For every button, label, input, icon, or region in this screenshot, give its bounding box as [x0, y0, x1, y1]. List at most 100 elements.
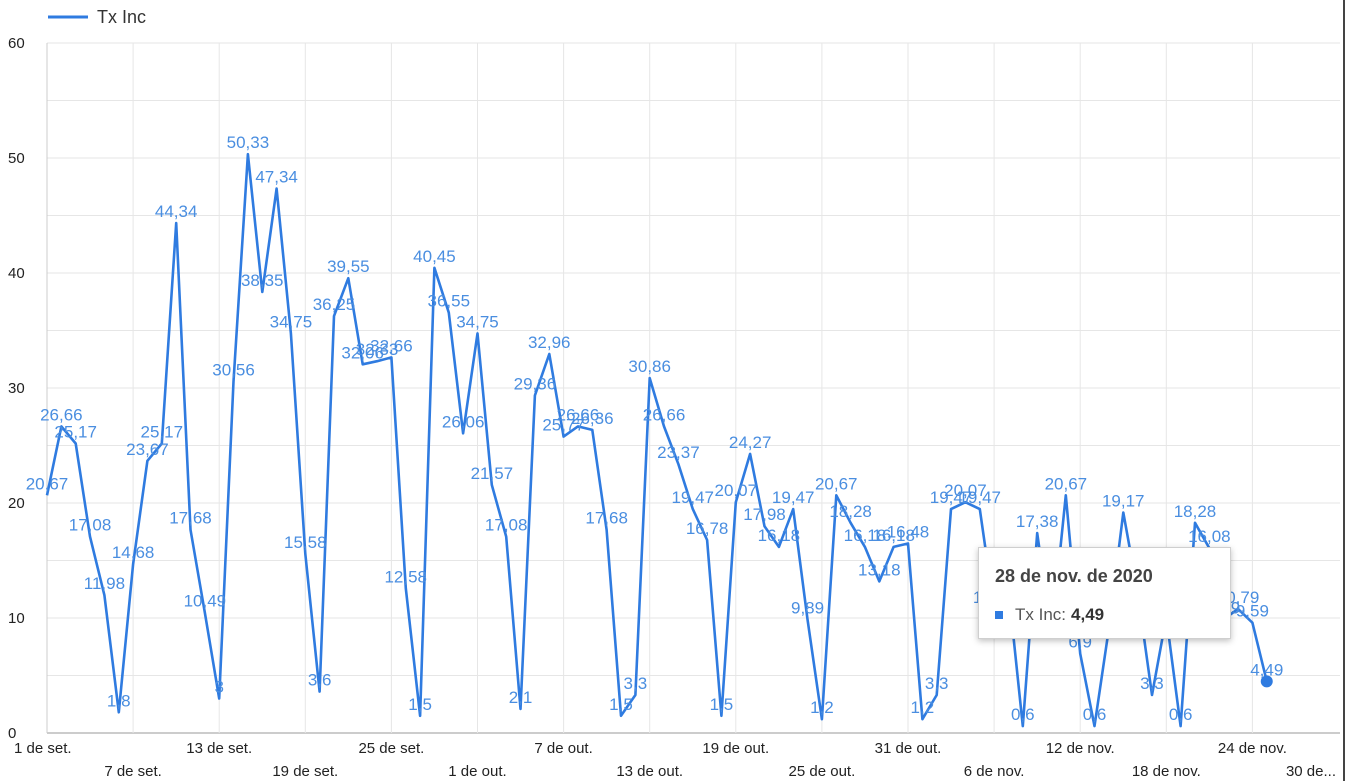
- data-label: 16,18: [844, 526, 887, 545]
- data-label: 12,58: [384, 567, 427, 586]
- x-tick-label: 12 de nov.: [1046, 740, 1115, 757]
- data-label: 36,25: [313, 295, 356, 314]
- tooltip-title: 28 de nov. de 2020: [995, 566, 1153, 586]
- data-label: 25,17: [54, 423, 97, 442]
- tooltip-swatch: [995, 611, 1003, 619]
- data-label: 36,55: [428, 292, 471, 311]
- scrollbar-edge[interactable]: [1343, 0, 1345, 781]
- data-label: 17,08: [69, 516, 112, 535]
- data-label: 30,56: [212, 361, 255, 380]
- x-tick-label: 13 de set.: [186, 740, 252, 757]
- data-label: 32,66: [370, 336, 413, 355]
- data-label: 23,37: [657, 443, 700, 462]
- x-tick-label: 25 de set.: [358, 740, 424, 757]
- y-tick-label: 0: [8, 725, 16, 742]
- grid: [46, 42, 1340, 734]
- x-tick-label: 1 de out.: [448, 763, 506, 780]
- data-label: 16,78: [686, 519, 729, 538]
- data-label: 1,2: [810, 698, 834, 717]
- data-label: 3,3: [624, 674, 648, 693]
- x-tick-label: 25 de out.: [789, 763, 856, 780]
- data-label: 17,38: [1016, 512, 1059, 531]
- y-tick-label: 20: [8, 495, 25, 512]
- tooltip-series-label: Tx Inc:: [1015, 605, 1067, 624]
- data-label: 13,18: [858, 560, 901, 579]
- x-tick-label: 24 de nov.: [1218, 740, 1287, 757]
- data-label: 9,89: [791, 598, 824, 617]
- series-tx-inc[interactable]: [45, 152, 1273, 728]
- x-tick-label: 30 de...: [1286, 763, 1336, 780]
- data-label: 20,07: [715, 481, 758, 500]
- y-tick-label: 30: [8, 380, 25, 397]
- data-label: 17,08: [485, 516, 528, 535]
- data-label: 16,08: [1188, 527, 1231, 546]
- data-label: 38,35: [241, 271, 284, 290]
- x-tick-label: 19 de set.: [272, 763, 338, 780]
- y-tick-label: 50: [8, 150, 25, 167]
- data-label: 14,68: [112, 543, 155, 562]
- data-label: 17,68: [585, 509, 628, 528]
- data-label: 25,77: [542, 416, 585, 435]
- data-label: 21,57: [471, 464, 514, 483]
- data-label: 0,6: [1011, 705, 1035, 724]
- data-label: 1,2: [911, 698, 935, 717]
- data-label: 20,07: [944, 481, 987, 500]
- data-label: 1,5: [408, 695, 432, 714]
- x-tick-label: 31 de out.: [875, 740, 942, 757]
- data-label: 29,36: [514, 374, 557, 393]
- tooltip: 28 de nov. de 2020 Tx Inc: 4,49: [978, 547, 1231, 639]
- x-tick-label: 19 de out.: [702, 740, 769, 757]
- x-tick-label: 1 de set.: [14, 740, 72, 757]
- data-label: 34,75: [270, 312, 313, 331]
- data-label: 3,3: [1140, 674, 1164, 693]
- x-tick-label: 13 de out.: [616, 763, 683, 780]
- x-tick-label: 7 de set.: [104, 763, 162, 780]
- data-label: 3,3: [925, 674, 949, 693]
- series-line: [45, 152, 1269, 728]
- data-label: 1,5: [710, 695, 734, 714]
- data-label: 3: [214, 678, 223, 697]
- data-label: 16,18: [758, 526, 801, 545]
- tooltip-value: 4,49: [1071, 605, 1105, 624]
- data-label: 20,67: [815, 474, 858, 493]
- x-tick-label: 6 de nov.: [964, 763, 1025, 780]
- data-label: 32,33: [356, 340, 399, 359]
- data-label: 23,67: [126, 440, 169, 459]
- data-label: 44,34: [155, 202, 198, 221]
- y-axis: 0 10 20 30 40 50 60: [8, 35, 25, 742]
- data-label: 4,49: [1250, 660, 1283, 679]
- y-tick-label: 10: [8, 610, 25, 627]
- data-label: 2,1: [509, 688, 533, 707]
- data-label: 9,59: [1236, 602, 1269, 621]
- data-label: 18,28: [1174, 502, 1217, 521]
- data-label: 19,47: [671, 488, 714, 507]
- data-label: 17,68: [169, 509, 212, 528]
- data-label: 19,47: [958, 488, 1001, 507]
- data-label: 16,18: [872, 526, 915, 545]
- data-label: 3,6: [308, 671, 332, 690]
- data-label: 19,47: [930, 488, 973, 507]
- data-label: 0,6: [1083, 705, 1107, 724]
- legend[interactable]: Tx Inc: [48, 7, 146, 27]
- data-label: 34,75: [456, 312, 499, 331]
- data-label: 17,98: [743, 505, 786, 524]
- data-label: 26,36: [571, 409, 614, 428]
- data-label: 20,67: [26, 474, 69, 493]
- data-label: 19,17: [1102, 492, 1145, 511]
- data-label: 1,8: [107, 691, 131, 710]
- data-label: 50,33: [227, 133, 270, 152]
- data-label: 20,67: [1045, 474, 1088, 493]
- data-label: 26,66: [557, 405, 600, 424]
- data-label: 1,5: [609, 695, 633, 714]
- data-label: 11,98: [84, 574, 125, 593]
- y-tick-label: 40: [8, 265, 25, 282]
- highlight-point: [1260, 675, 1273, 688]
- legend-label: Tx Inc: [97, 7, 146, 27]
- data-label: 15,58: [284, 533, 327, 552]
- data-label: 25,17: [141, 423, 184, 442]
- x-axis: 1 de set. 13 de set. 25 de set. 7 de out. 19…: [14, 740, 1336, 780]
- data-label: 16,48: [887, 522, 930, 541]
- data-label: 10,49: [184, 591, 227, 610]
- x-tick-label: 18 de nov.: [1132, 763, 1201, 780]
